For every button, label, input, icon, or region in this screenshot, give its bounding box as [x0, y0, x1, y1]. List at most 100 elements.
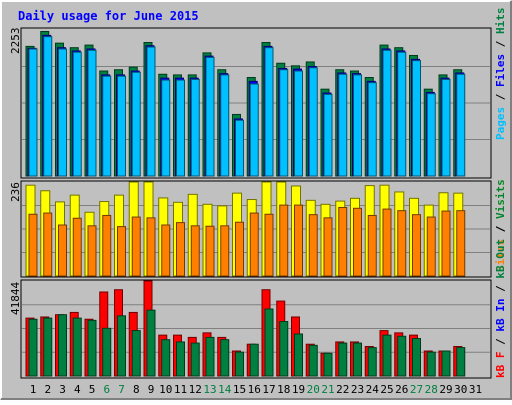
sites-bar — [264, 213, 274, 277]
kbytes-legend-part: Visits — [494, 179, 507, 219]
x-tick-label: 9 — [148, 383, 155, 396]
hits-legend-part: / — [494, 34, 507, 54]
kbytes-legend-part: / — [494, 219, 507, 239]
x-tick-label: 19 — [292, 383, 305, 396]
pages-bar — [279, 69, 289, 177]
kbout-bar — [338, 342, 348, 377]
sites-bar — [58, 224, 67, 277]
sites-bar — [117, 226, 126, 277]
pages-bar — [43, 36, 53, 177]
sites-bar — [412, 214, 421, 277]
sites-bar — [235, 221, 244, 277]
sites-bar — [294, 204, 303, 277]
pages-bar — [323, 93, 333, 177]
x-tick-label: 7 — [118, 383, 125, 396]
x-tick-label: 11 — [174, 383, 187, 396]
sites-bar — [426, 216, 436, 277]
pages-bar — [235, 119, 244, 177]
sites-bar — [338, 206, 348, 277]
kbytes-ymax-label: 41844 — [9, 282, 22, 315]
visits-legend-part: Sites — [494, 239, 507, 272]
pages-bar — [264, 47, 274, 177]
kbout-bar — [323, 352, 333, 377]
x-tick-label: 15 — [233, 383, 246, 396]
bars-layer — [22, 30, 490, 377]
kbout-bar — [294, 333, 303, 377]
hits-legend-part: Files — [494, 54, 507, 87]
pages-bar — [87, 49, 97, 177]
sites-bar — [308, 214, 318, 277]
kbytes-panel-frame — [20, 279, 492, 379]
kbout-bar — [205, 336, 215, 377]
kbout-bar — [249, 343, 259, 377]
x-tick-label: 31 — [469, 383, 482, 396]
pages-bar — [131, 71, 141, 177]
pages-bar — [161, 79, 171, 177]
x-tick-label: 1 — [30, 383, 37, 396]
kbytes-legend-part: / — [494, 332, 507, 352]
kbout-bar — [397, 335, 407, 377]
pages-bar — [426, 93, 436, 177]
kbout-bar — [102, 327, 112, 377]
kbout-bar — [456, 347, 466, 377]
pages-bar — [102, 75, 112, 177]
pages-bar — [117, 75, 126, 177]
kbout-bar — [235, 351, 244, 377]
x-tick-label: 21 — [321, 383, 334, 396]
kbout-bar — [28, 318, 38, 377]
visits-panel-frame — [20, 180, 492, 278]
pages-bar — [397, 51, 407, 177]
sites-bar — [72, 217, 82, 277]
sites-bar — [176, 222, 185, 277]
visits-legend-part: / — [494, 219, 507, 239]
kbout-bar — [146, 309, 156, 377]
kbout-bar — [72, 317, 82, 377]
kbout-bar — [176, 341, 185, 377]
kbout-bar — [220, 339, 230, 377]
x-tick-label: 5 — [89, 383, 96, 396]
kbout-bar — [279, 321, 289, 377]
x-tick-label: 6 — [103, 383, 110, 396]
sites-bar — [367, 214, 377, 277]
pages-bar — [456, 73, 466, 177]
pages-bar — [176, 79, 185, 177]
sites-bar — [323, 217, 333, 277]
sites-bar — [353, 207, 362, 277]
chart-title: Daily usage for June 2015 — [18, 9, 199, 23]
sites-bar — [190, 225, 200, 277]
pages-bar — [353, 74, 362, 177]
kbout-bar — [190, 342, 200, 377]
hits-legend-part: / — [494, 87, 507, 107]
x-tick-label: 26 — [395, 383, 408, 396]
kbout-bar — [353, 342, 362, 377]
x-tick-label: 28 — [425, 383, 438, 396]
sites-bar — [131, 216, 141, 277]
sites-bar — [205, 225, 215, 277]
hits-ymax-label: 2253 — [9, 28, 22, 55]
visits-legend: Sites / Visits — [494, 179, 507, 272]
sites-bar — [220, 225, 230, 277]
pages-bar — [367, 82, 377, 177]
x-tick-label: 22 — [336, 383, 349, 396]
x-tick-label: 2 — [44, 383, 51, 396]
pages-bar — [382, 49, 392, 177]
kbout-bar — [43, 317, 53, 377]
x-tick-label: 12 — [189, 383, 202, 396]
pages-bar — [205, 56, 215, 177]
x-tick-label: 23 — [351, 383, 364, 396]
kbout-bar — [382, 334, 392, 377]
kbytes-legend-part: kB Out — [494, 239, 507, 279]
kbout-bar — [117, 315, 126, 377]
kbout-bar — [426, 351, 436, 377]
sites-bar — [249, 212, 259, 277]
x-tick-label: 3 — [59, 383, 66, 396]
pages-bar — [28, 48, 38, 177]
sites-bar — [28, 213, 38, 277]
sites-bar — [441, 210, 451, 277]
kbout-bar — [308, 344, 318, 377]
pages-bar — [412, 60, 421, 177]
sites-bar — [279, 204, 289, 277]
x-tick-label: 16 — [248, 383, 261, 396]
